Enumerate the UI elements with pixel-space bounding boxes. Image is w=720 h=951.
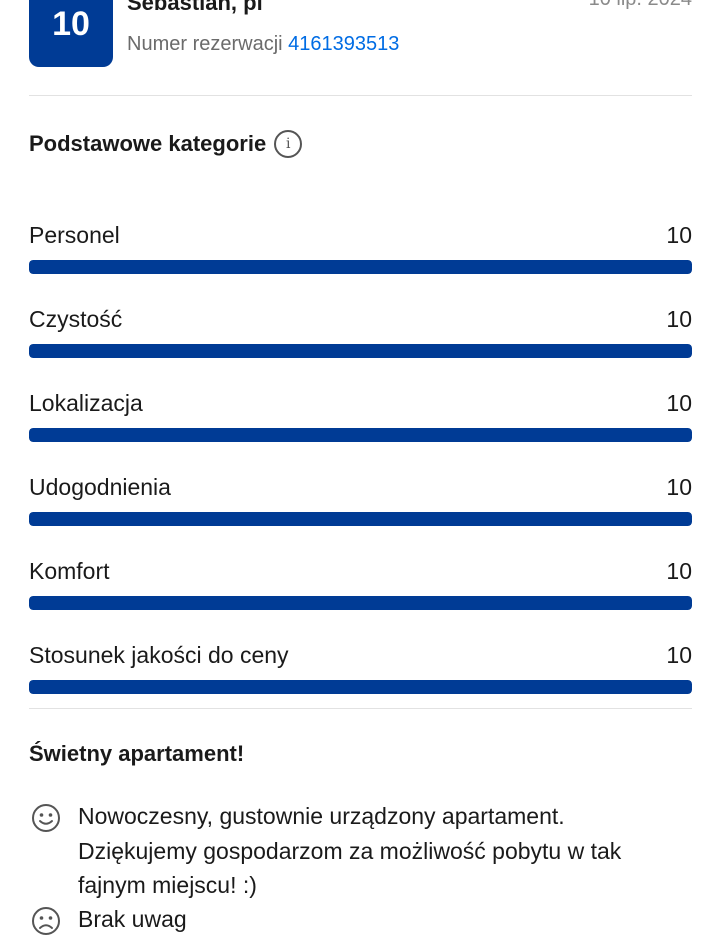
category-bar-fill [29,428,692,442]
category-value: 10 [666,642,692,668]
category-label: Udogodnienia [29,474,171,500]
category-bar [29,680,692,694]
category-bar [29,596,692,610]
divider [29,95,692,96]
category-value: 10 [666,474,692,500]
category-bar [29,344,692,358]
reviewer-name: Sebastian, pl [127,0,263,15]
category-bar [29,260,692,274]
categories-title-text: Podstawowe kategorie [29,131,267,156]
negative-review-text: Brak uwag [78,906,187,932]
positive-review-text: Nowoczesny, gustownie urządzony apartame… [78,803,622,898]
categories-title: Podstawowe kategorie i [29,130,303,158]
category-label: Czystość [29,306,123,332]
frown-icon [32,907,60,935]
booking-info: Numer rezerwacji 4161393513 [127,33,399,56]
category-bar [29,428,692,442]
category-bar [29,512,692,526]
review-date: 10 lip. 2024 [589,0,692,11]
category-label: Komfort [29,558,110,584]
info-icon[interactable]: i [274,130,303,158]
category-bar-fill [29,260,692,274]
category-value: 10 [666,390,692,416]
category-value: 10 [666,306,692,332]
category-bar-fill [29,680,692,694]
booking-number-link[interactable]: 4161393513 [288,33,400,55]
category-label: Personel [29,222,120,248]
divider [29,708,692,709]
category-bar-fill [29,596,692,610]
category-bar-fill [29,512,692,526]
category-value: 10 [666,222,692,248]
category-label: Stosunek jakości do ceny [29,642,289,668]
category-value: 10 [666,558,692,584]
review-title: Świetny apartament! [29,741,245,766]
category-label: Lokalizacja [29,390,143,416]
score-badge: 10 [29,0,113,67]
booking-label: Numer rezerwacji [127,33,283,55]
smile-icon [32,804,60,832]
category-bar-fill [29,344,692,358]
